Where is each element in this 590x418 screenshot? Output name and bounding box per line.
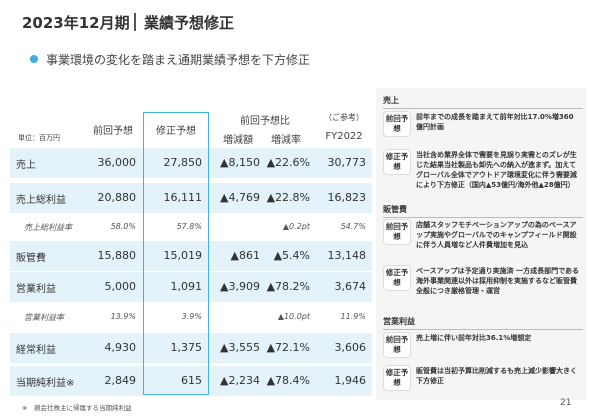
cell-revised: 15,019 <box>163 249 203 262</box>
bullet <box>30 55 38 63</box>
note-tag: 修正予想 <box>384 366 410 390</box>
cell-diff: ▲3,909 <box>220 280 260 293</box>
cell-diff: ▲2,234 <box>220 374 260 387</box>
note-text: 当社含め業界全体で需要を見誤り実需とのズレが生じた結果当社製品も卸先への納入が進… <box>416 151 577 189</box>
row-label: 売上 <box>16 160 36 171</box>
cell-prev: 2,849 <box>104 374 137 387</box>
cell-prev: 13.9% <box>110 312 136 321</box>
row-background <box>10 333 372 363</box>
header-prev: 前回予想 <box>93 126 133 137</box>
row-label: 当期純利益※ <box>16 378 75 389</box>
title-separator <box>134 13 136 31</box>
note-text: 売上増に伴い前年対比36.1%増想定 <box>416 334 532 342</box>
row-label: 営業利益率 <box>24 313 64 322</box>
revised-highlight <box>143 112 209 395</box>
cell-revised: 16,111 <box>163 191 203 204</box>
row-label: 経常利益 <box>16 345 56 356</box>
cell-fy2022: 11.9% <box>340 312 366 321</box>
row-background <box>10 148 372 178</box>
row-background <box>10 183 372 213</box>
cell-revised: 27,850 <box>163 156 203 169</box>
row-background <box>10 366 372 396</box>
cell-diff: ▲4,769 <box>220 191 260 204</box>
row-label: 営業利益 <box>16 284 56 295</box>
cell-prev: 15,880 <box>97 249 137 262</box>
unit-label: 単位：百万円 <box>18 134 60 142</box>
cell-fy2022: 13,148 <box>327 249 367 262</box>
header-revised: 修正予想 <box>156 126 196 137</box>
cell-fy2022: 16,823 <box>327 191 367 204</box>
note-heading: 売上 <box>383 95 583 109</box>
note-text: 販管費は当初予算比削減するも売上減少影響大きく下方修正 <box>416 367 577 385</box>
cell-rate: ▲0.2pt <box>282 222 310 231</box>
note-tag: 前回予想 <box>384 333 410 357</box>
note-text: 前年までの成長を踏まえて前年対比17.0%増360億円計画 <box>416 113 574 131</box>
note-tag: 修正予想 <box>384 266 410 290</box>
header-diff: 増減額 <box>223 135 253 146</box>
note-tag: 前回予想 <box>384 112 410 136</box>
notes-panel <box>376 88 586 400</box>
note-heading: 販管費 <box>383 204 583 218</box>
cell-revised: 1,091 <box>170 280 203 293</box>
note-tag: 修正予想 <box>384 150 410 174</box>
header-group: 前回予想比 <box>240 116 290 127</box>
cell-diff: ▲861 <box>230 249 260 262</box>
cell-rate: ▲22.6% <box>266 156 310 169</box>
cell-rate: ▲5.4% <box>273 249 310 262</box>
row-label: 販管費 <box>16 253 46 264</box>
title-period: 2023年12月期 <box>22 14 130 32</box>
header-rate: 増減率 <box>271 135 301 146</box>
cell-revised: 615 <box>181 374 202 387</box>
cell-rate: ▲10.0pt <box>277 312 310 321</box>
cell-fy2022: 3,674 <box>334 280 367 293</box>
cell-rate: ▲22.8% <box>266 191 310 204</box>
title-main: 業績予想修正 <box>144 14 235 32</box>
cell-fy2022: 30,773 <box>327 156 367 169</box>
cell-fy2022: 1,946 <box>334 374 367 387</box>
page-number: 21 <box>560 398 572 408</box>
cell-revised: 3.9% <box>181 312 202 321</box>
cell-fy2022: 3,606 <box>334 341 367 354</box>
row-label: 売上総利益率 <box>24 223 72 232</box>
row-background <box>10 241 372 271</box>
cell-prev: 5,000 <box>104 280 137 293</box>
note-tag: 前回予想 <box>384 220 410 244</box>
note-heading: 営業利益 <box>383 316 583 330</box>
cell-prev: 20,880 <box>97 191 137 204</box>
cell-diff: ▲8,150 <box>220 156 260 169</box>
cell-revised: 57.8% <box>176 222 202 231</box>
cell-rate: ▲72.1% <box>266 341 310 354</box>
cell-diff: ▲3,555 <box>220 341 260 354</box>
cell-fy2022: 54.7% <box>340 222 366 231</box>
row-label: 売上総利益 <box>16 195 66 206</box>
footnote: ※ 親会社株主に帰属する当期純利益 <box>22 404 132 412</box>
cell-revised: 1,375 <box>170 341 203 354</box>
cell-prev: 36,000 <box>97 156 137 169</box>
cell-rate: ▲78.2% <box>266 280 310 293</box>
cell-rate: ▲78.4% <box>266 374 310 387</box>
header-ref: （ご参考） <box>324 113 364 122</box>
header-fy2022: FY2022 <box>325 131 363 142</box>
cell-prev: 58.0% <box>110 222 136 231</box>
row-background <box>10 272 372 302</box>
subtitle: 事業環境の変化を踏まえ通期業績予想を下方修正 <box>46 53 311 67</box>
note-text: ベースアップは予定通り実施済 一方成長部門である海外事業関連以外は採用抑制を実施… <box>416 267 580 295</box>
cell-prev: 4,930 <box>104 341 137 354</box>
note-text: 店舗スタッフモチベーションアップの為のベースアップ実施やグローバルでのキャンプフ… <box>416 221 577 249</box>
